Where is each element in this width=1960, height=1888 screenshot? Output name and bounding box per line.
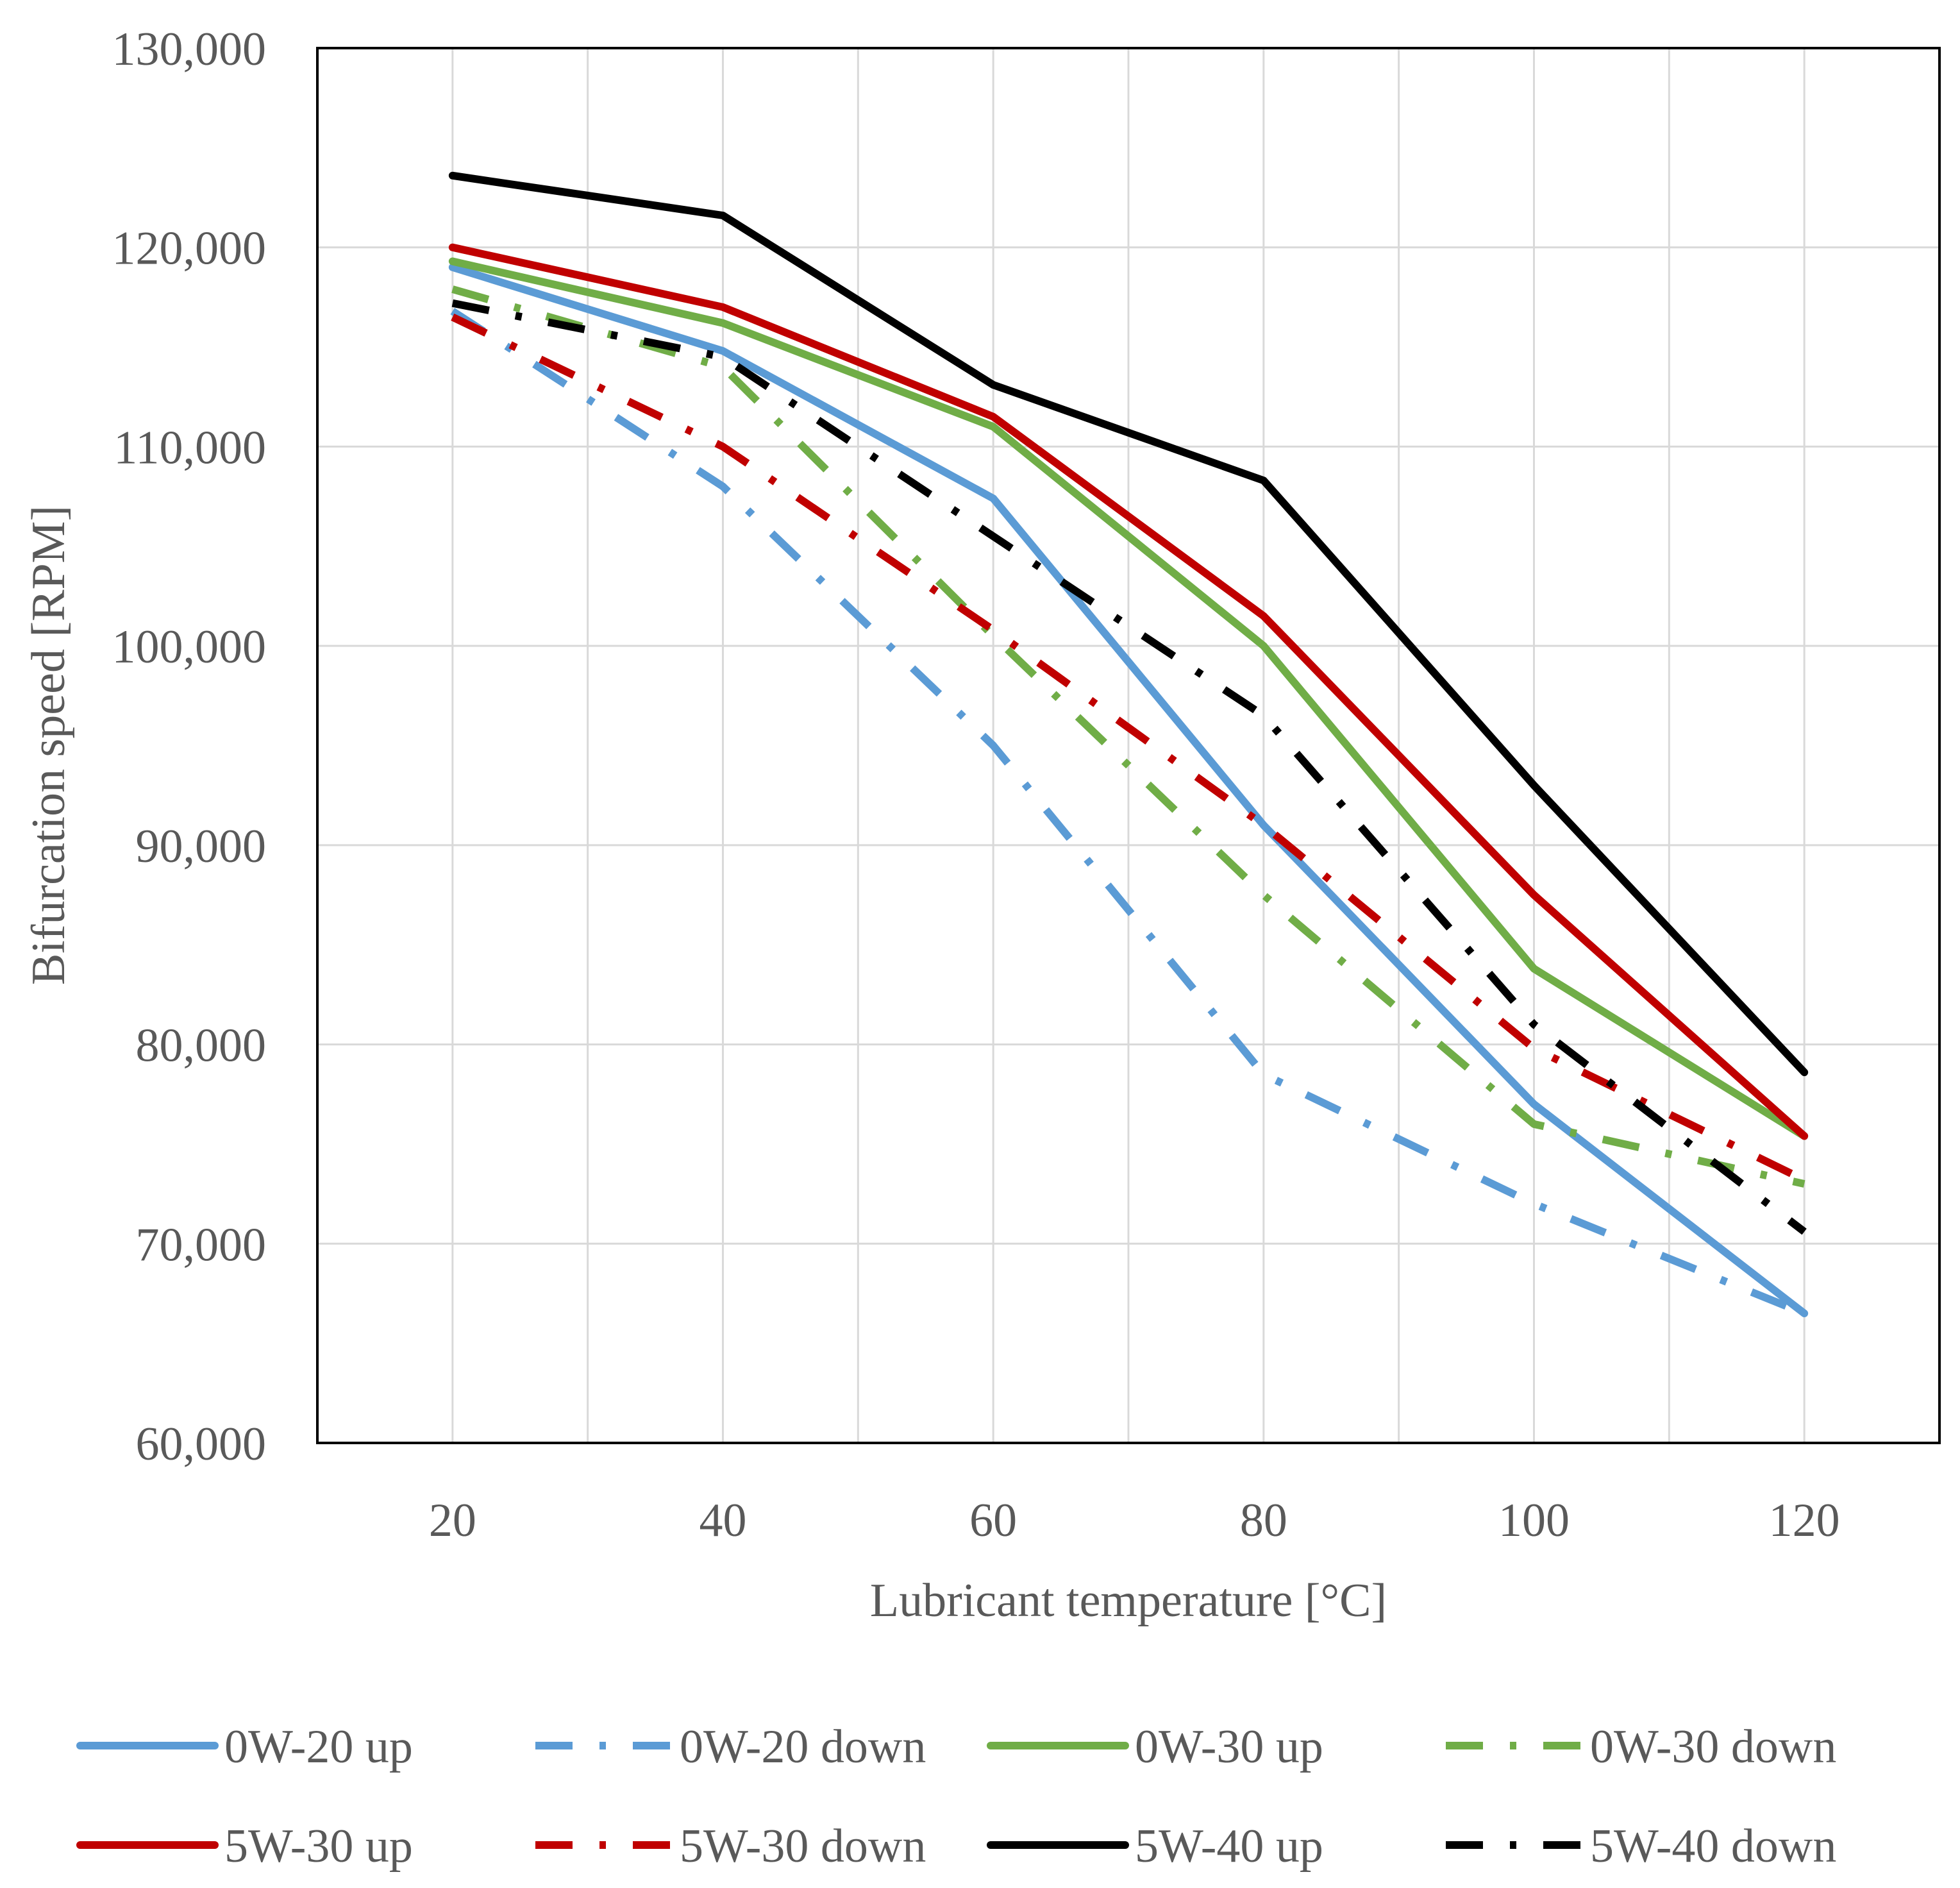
legend-label-0w-20-down: 0W-20 down [680,1721,926,1773]
legend-label-0w-30-up: 0W-30 up [1135,1721,1323,1773]
x-tick-label: 100 [1498,1494,1570,1547]
series-line-5w-30-up [448,243,1809,1140]
series-line-0w-30-up [448,257,1809,1140]
x-tick-label: 40 [699,1494,747,1547]
x-tick-label: 20 [429,1494,476,1547]
y-tick-label: 90,000 [136,820,267,873]
series-line-5w-40-up [448,171,1809,1077]
series-line-0w-30-down [451,285,1805,1188]
y-tick-label: 120,000 [112,223,267,275]
legend-label-5w-40-up: 5W-40 up [1135,1820,1323,1873]
series-line-5w-30-down [451,314,1806,1184]
series-line-5w-40-down [451,299,1807,1235]
legend-label-5w-40-down: 5W-40 down [1590,1820,1836,1873]
x-axis-label: Lubricant temperature [°C] [870,1574,1387,1627]
y-tick-label: 70,000 [136,1218,267,1271]
y-tick-label: 130,000 [112,23,267,76]
series-line-0w-20-down [450,308,1806,1317]
legend: 0W-20 up 0W-20 down 0W-30 up 0W-30 down 5W-3… [76,1721,1836,1873]
x-tick-label: 80 [1240,1494,1287,1547]
legend-label-5w-30-down: 5W-30 down [680,1820,926,1873]
y-axis-label: Bifurcation speed [RPM] [22,505,75,985]
legend-label-0w-30-down: 0W-30 down [1590,1721,1836,1773]
y-tick-label: 80,000 [136,1020,267,1072]
legend-label-5w-30-up: 5W-30 up [224,1820,413,1873]
x-tick-label: 120 [1769,1494,1840,1547]
series-line-0w-20-up [448,263,1809,1318]
x-tick-label: 60 [969,1494,1017,1547]
plot-area-frame [316,47,1941,1444]
y-tick-label: 60,000 [136,1418,267,1471]
y-tick-label: 110,000 [113,421,266,474]
y-tick-label: 100,000 [112,621,267,673]
legend-label-0w-20-up: 0W-20 up [224,1721,413,1773]
